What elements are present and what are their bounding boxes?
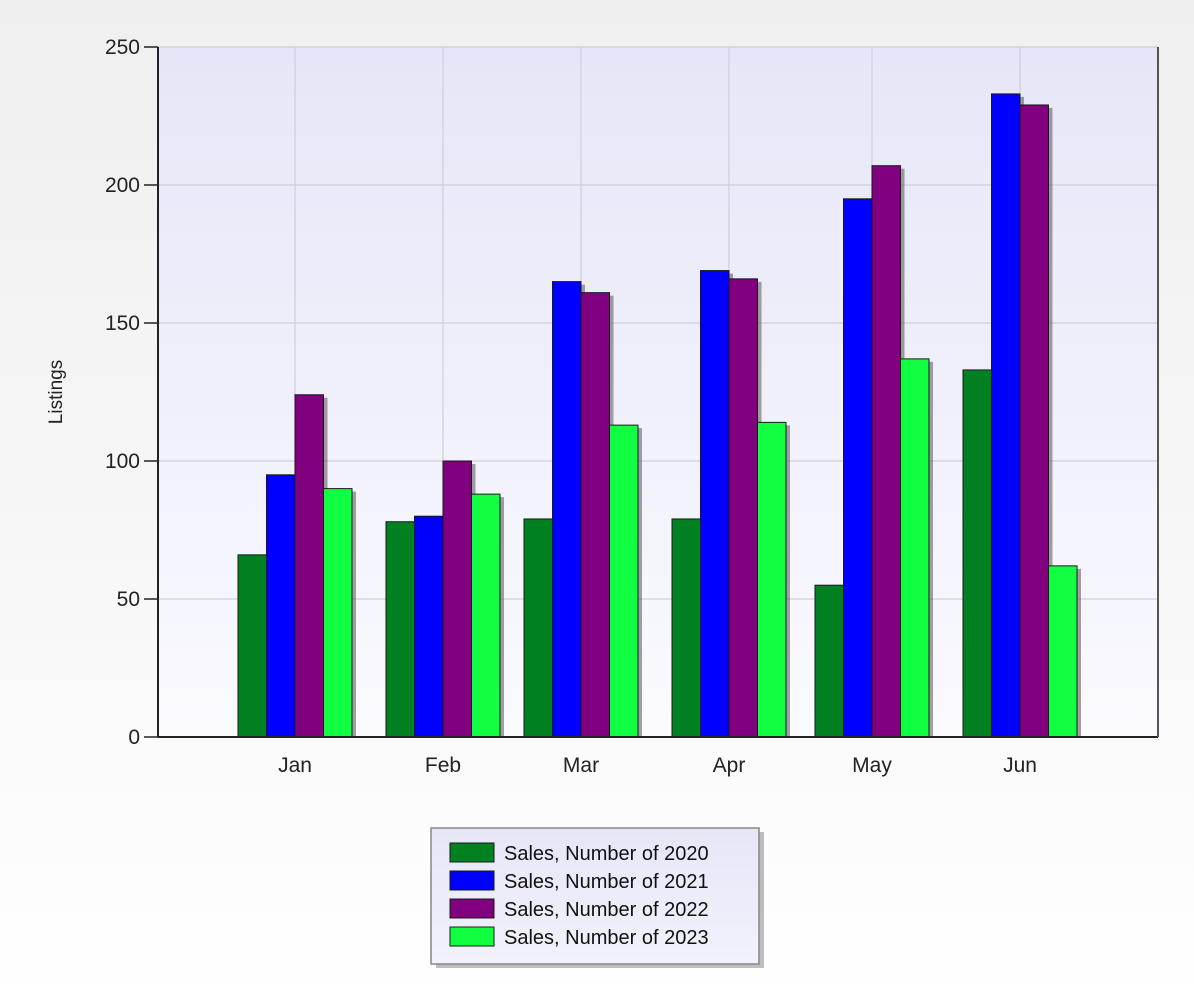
legend-entry: Sales, Number of 2023	[504, 927, 709, 949]
x-tick-label: Apr	[713, 754, 746, 777]
legend-swatch	[449, 898, 495, 919]
bar	[294, 394, 324, 738]
x-tick-label: Jun	[1003, 754, 1037, 777]
legend-entry: Sales, Number of 2020	[504, 843, 709, 865]
x-tick-label: Jan	[278, 754, 312, 777]
y-tick-label: 0	[128, 726, 140, 749]
legend-swatch	[449, 842, 495, 863]
bar	[552, 281, 582, 738]
bar	[471, 493, 501, 738]
bar	[1019, 104, 1049, 738]
legend: Sales, Number of 2020 Sales, Number of 20…	[430, 827, 764, 968]
bar	[991, 93, 1021, 738]
bar	[962, 369, 992, 738]
axes	[157, 47, 1159, 738]
bar	[700, 270, 730, 738]
y-axis-ticks: 0 50 100 150 200 250	[105, 36, 158, 749]
bar	[609, 424, 639, 738]
bar	[900, 358, 930, 738]
y-axis-title: Listings	[46, 360, 67, 424]
legend-swatch	[449, 870, 495, 891]
bar	[414, 515, 444, 738]
bar	[814, 584, 844, 738]
bar	[523, 518, 553, 738]
x-tick-label: May	[852, 754, 892, 777]
y-tick-label: 100	[105, 450, 140, 473]
bar	[442, 460, 472, 738]
legend-swatch	[449, 926, 495, 947]
y-tick-label: 150	[105, 312, 140, 335]
legend-entry: Sales, Number of 2021	[504, 871, 709, 893]
bar	[843, 198, 873, 738]
bars	[237, 93, 1081, 738]
x-tick-label: Mar	[563, 754, 599, 777]
bar	[385, 521, 415, 738]
x-tick-label: Feb	[425, 754, 461, 777]
legend-entry: Sales, Number of 2022	[504, 899, 709, 921]
bar	[323, 488, 353, 738]
y-tick-label: 250	[105, 36, 140, 59]
y-tick-label: 200	[105, 174, 140, 197]
x-axis-ticks: Jan Feb Mar Apr May Jun	[278, 754, 1037, 777]
y-tick-label: 50	[117, 588, 140, 611]
bar	[580, 292, 610, 738]
bar	[266, 474, 296, 738]
bar	[237, 554, 267, 738]
bar	[671, 518, 701, 738]
bar	[871, 165, 901, 738]
bar	[757, 421, 787, 738]
bar	[728, 278, 758, 738]
bar	[1048, 565, 1078, 738]
